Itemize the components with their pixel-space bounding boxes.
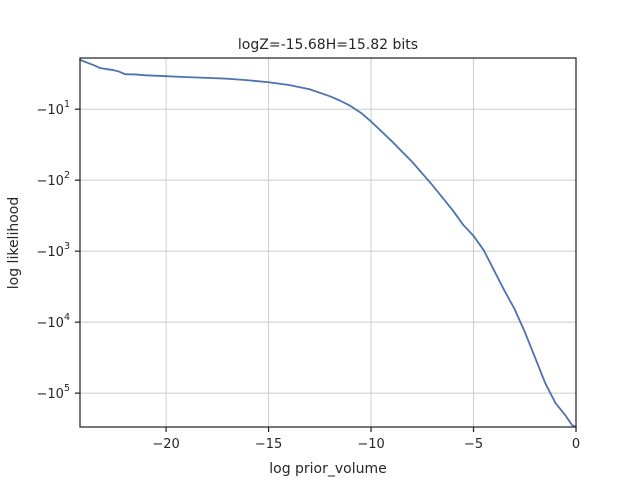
- y-tick-label: −102: [37, 170, 70, 189]
- y-tick-base: −10: [37, 174, 64, 189]
- x-tick-label: 0: [572, 437, 580, 452]
- y-tick-exponent: 1: [64, 99, 70, 110]
- y-tick-base: −10: [37, 103, 64, 118]
- y-tick-exponent: 5: [64, 383, 70, 394]
- y-tick-base: −10: [37, 245, 64, 260]
- plot-frame: [79, 57, 577, 428]
- y-tick-base: −10: [37, 316, 64, 331]
- x-axis-label: log prior_volume: [269, 461, 387, 477]
- x-tick-label: −5: [464, 437, 483, 452]
- x-tick-label: −10: [357, 437, 384, 452]
- ticks: −20 −15 −10 −5 0−101−102−103−104−105: [37, 99, 581, 452]
- y-axis-label: log likelihood: [6, 197, 22, 289]
- chart-title: logZ=-15.68H=15.82 bits: [238, 37, 418, 53]
- y-tick-base: −10: [37, 387, 64, 402]
- y-tick-exponent: 2: [64, 170, 70, 181]
- y-tick-label: −103: [37, 241, 70, 260]
- y-tick-label: −104: [37, 312, 70, 331]
- series-line: [79, 58, 577, 428]
- grid: [80, 58, 577, 427]
- y-tick-exponent: 4: [64, 312, 70, 323]
- y-tick-label: −105: [37, 383, 70, 402]
- x-tick-label: −15: [255, 437, 282, 452]
- x-tick-label: −20: [152, 437, 179, 452]
- series-layer: [79, 58, 577, 428]
- y-tick-exponent: 3: [64, 241, 70, 252]
- y-tick-label: −101: [37, 99, 70, 118]
